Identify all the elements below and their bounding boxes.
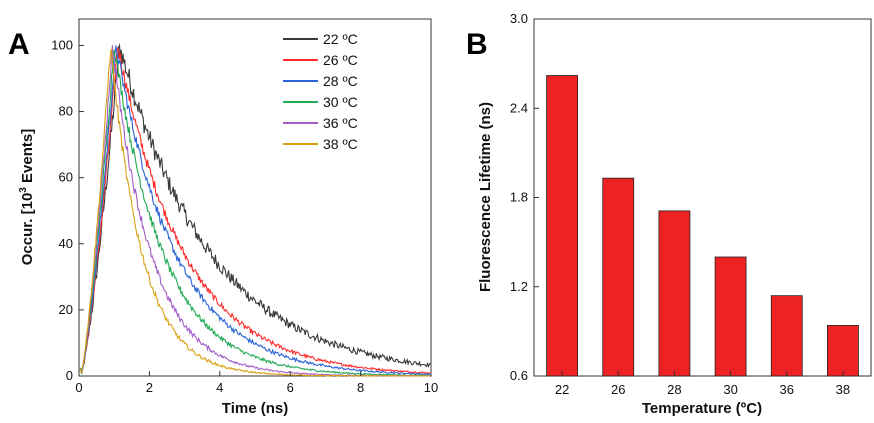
panel-a-y-axis-title: Occur. [103 Events] xyxy=(18,129,36,265)
panel-b-plot-frame xyxy=(533,18,872,377)
panel-b-x-tick-label: 36 xyxy=(780,382,794,397)
panel-a-y-tick-label: 60 xyxy=(59,170,73,185)
panel-b-bars xyxy=(546,75,859,377)
panel-b-letter: B xyxy=(466,28,488,61)
series-line-28 xyxy=(78,45,431,376)
panel-b-y-tick-label: 0.6 xyxy=(510,368,528,383)
panel-a-y-tick-label: 40 xyxy=(59,236,73,251)
panel-b-y-tick-label: 1.8 xyxy=(510,190,528,205)
panel-b-x-tick-label: 28 xyxy=(667,382,681,397)
bar-22 xyxy=(546,75,578,377)
legend-label: 38 ºC xyxy=(323,136,358,152)
legend-label: 28 ºC xyxy=(323,73,358,89)
panel-a-x-tick-label: 6 xyxy=(287,380,294,395)
panel-a-plot-frame xyxy=(78,18,432,377)
series-line-26 xyxy=(78,46,431,375)
panel-b-x-tick-label: 22 xyxy=(555,382,569,397)
panel-a-curves xyxy=(78,43,431,377)
series-line-36 xyxy=(78,45,431,377)
bar-38 xyxy=(827,325,859,377)
panel-a-x-axis-title: Time (ns) xyxy=(222,400,288,417)
panel-b-x-tick-label: 30 xyxy=(723,382,737,397)
panel-b-y-tick-label: 1.2 xyxy=(510,279,528,294)
panel-a-y-tick-label: 20 xyxy=(59,302,73,317)
panel-b-x-tick-label: 38 xyxy=(836,382,850,397)
panel-a-y-axis-title-prefix: Occur. [10 xyxy=(19,193,36,266)
panel-b-y-tick-label: 3.0 xyxy=(510,11,528,26)
panel-a-y-axis-title-superscript: 3 xyxy=(18,187,29,193)
bar-28 xyxy=(658,210,691,377)
legend-label: 26 ºC xyxy=(323,52,358,68)
panel-a-x-tick-label: 4 xyxy=(216,380,223,395)
panel-a-y-tick-label: 0 xyxy=(66,368,73,383)
panel-a-y-axis-title-suffix: Events] xyxy=(19,129,36,187)
panel-a-y-tick-label: 80 xyxy=(59,104,73,119)
panel-b-y-axis-title: Fluorescence Lifetime (ns) xyxy=(477,102,494,292)
series-line-38 xyxy=(78,47,431,377)
panel-a-x-tick-label: 2 xyxy=(146,380,153,395)
panel-b-x-axis-title: Temperature (ºC) xyxy=(642,400,762,417)
panel-a-letter: A xyxy=(8,28,30,61)
series-line-22 xyxy=(78,43,431,373)
panel-b-chart: 0.6 1.2 1.8 2.4 3.0 22 26 28 30 36 38 Temperature … xyxy=(477,11,872,417)
panel-a-y-tick-label: 100 xyxy=(51,37,73,52)
panel-a-x-tick-label: 10 xyxy=(424,380,438,395)
legend-label: 30 ºC xyxy=(323,94,358,110)
panel-b-y-tick-label: 2.4 xyxy=(510,100,528,115)
legend-label: 36 ºC xyxy=(323,115,358,131)
legend-label: 22 ºC xyxy=(323,31,358,47)
panel-b-x-tick-label: 26 xyxy=(611,382,625,397)
series-line-30 xyxy=(78,49,431,377)
panel-a-x-tick-label: 8 xyxy=(357,380,364,395)
panel-a-legend: 22 ºC 26 ºC 28 ºC 30 ºC 36 ºC 38 ºC xyxy=(283,31,358,152)
bar-30 xyxy=(714,256,747,377)
panel-a-x-tick-label: 0 xyxy=(75,380,82,395)
bar-36 xyxy=(770,295,803,377)
panel-b-ticks: 0.6 1.2 1.8 2.4 3.0 22 26 28 30 36 38 xyxy=(510,11,850,397)
bar-26 xyxy=(602,177,635,377)
